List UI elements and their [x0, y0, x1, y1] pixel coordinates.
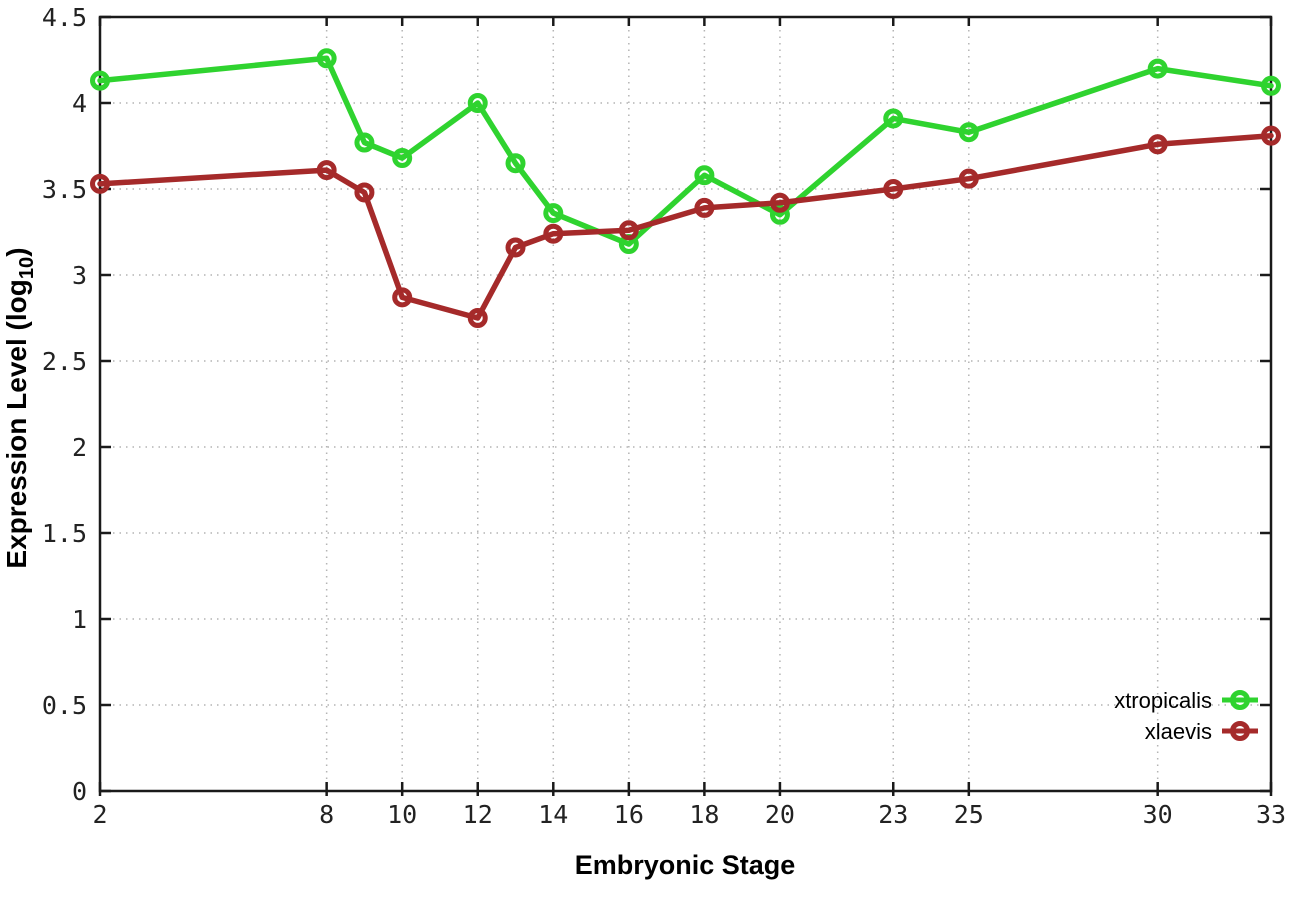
series-xtropicalis-marker-stage-10: [392, 148, 413, 169]
series-xtropicalis-marker-stage-2: [90, 70, 110, 91]
series-xlaevis-marker-stage-8: [316, 160, 337, 181]
series-xtropicalis-marker-stage-13: [505, 153, 526, 174]
plot-border: [98, 15, 1273, 793]
x-axis-title: Embryonic Stage: [574, 850, 796, 880]
y-tick-label-3.5: 3.5: [42, 175, 87, 204]
series-xtropicalis-marker-stage-20: [769, 204, 790, 225]
series-xtropicalis-marker-stage-9: [354, 132, 375, 153]
legend-label-xlaevis: xlaevis: [1145, 719, 1212, 744]
series-xlaevis-marker-stage-9: [354, 182, 375, 203]
y-tick-label-2.5: 2.5: [42, 347, 87, 376]
legend-sample-marker-xlaevis: [1230, 721, 1250, 741]
series-xtropicalis-marker-stage-12: [467, 93, 488, 113]
legend-entry-xtropicalis: xtropicalis: [1114, 688, 1258, 713]
x-tick-label-25: 25: [954, 800, 984, 829]
series-xlaevis-line: [97, 132, 1274, 321]
legend-sample-marker-xtropicalis: [1230, 690, 1250, 710]
y-tick-label-0.5: 0.5: [42, 691, 87, 720]
y-tick-label-4: 4: [72, 89, 87, 118]
series-xtropicalis-marker-stage-25: [958, 122, 979, 143]
series-xtropicalis-marker-stage-33: [1261, 75, 1281, 96]
y-axis-title-text: Expression Level (log: [1, 279, 33, 569]
x-tick-label-14: 14: [538, 800, 568, 829]
legend: xtropicalis xlaevis: [1114, 688, 1258, 744]
y-tick-label-2: 2: [72, 433, 87, 462]
x-tick-label-10: 10: [387, 800, 417, 829]
series-xlaevis-marker-stage-13: [505, 237, 526, 258]
x-tick-label-20: 20: [765, 800, 795, 829]
x-tick-label-16: 16: [614, 800, 644, 829]
series-xtropicalis-marker-stage-30: [1147, 58, 1168, 79]
y-tick-label-1: 1: [72, 605, 87, 634]
series-xlaevis-marker-stage-16: [618, 220, 639, 241]
series-xlaevis-marker-stage-33: [1261, 125, 1281, 146]
y-axis-title-close: ): [1, 247, 33, 257]
series-xlaevis-marker-stage-18: [694, 197, 715, 218]
series-xlaevis-marker-stage-30: [1147, 134, 1168, 155]
series-xtropicalis-marker-stage-8: [316, 48, 337, 69]
y-tick-label-1.5: 1.5: [42, 519, 87, 548]
y-tick-label-0: 0: [72, 777, 87, 806]
x-tick-label-8: 8: [319, 800, 334, 829]
x-tick-label-2: 2: [92, 800, 107, 829]
series-xtropicalis-marker-stage-14: [543, 203, 564, 224]
y-tick-label-3: 3: [72, 261, 87, 290]
y-axis-title-subscript: 10: [15, 256, 38, 280]
y-axis-title: Expression Level (log10): [1, 247, 39, 568]
x-tick-label-12: 12: [463, 800, 493, 829]
x-tick-label-33: 33: [1256, 800, 1286, 829]
series-xlaevis-marker-stage-12: [467, 308, 488, 328]
series-xlaevis-marker-stage-2: [90, 173, 110, 194]
legend-entry-xlaevis: xlaevis: [1145, 719, 1258, 744]
series-xlaevis-marker-stage-25: [958, 168, 979, 189]
series-xtropicalis-marker-stage-23: [883, 108, 904, 129]
series-xlaevis-marker-stage-10: [392, 287, 413, 308]
series-xlaevis-marker-stage-23: [883, 179, 904, 199]
series-xlaevis-marker-stage-14: [543, 223, 564, 244]
x-tick-label-18: 18: [689, 800, 719, 829]
y-tick-label-4.5: 4.5: [42, 3, 87, 32]
legend-label-xtropicalis: xtropicalis: [1114, 688, 1212, 713]
series-xlaevis-marker-stage-20: [769, 192, 790, 213]
x-tick-label-23: 23: [878, 800, 908, 829]
x-tick-label-30: 30: [1143, 800, 1173, 829]
series-xtropicalis-marker-stage-18: [694, 165, 715, 186]
